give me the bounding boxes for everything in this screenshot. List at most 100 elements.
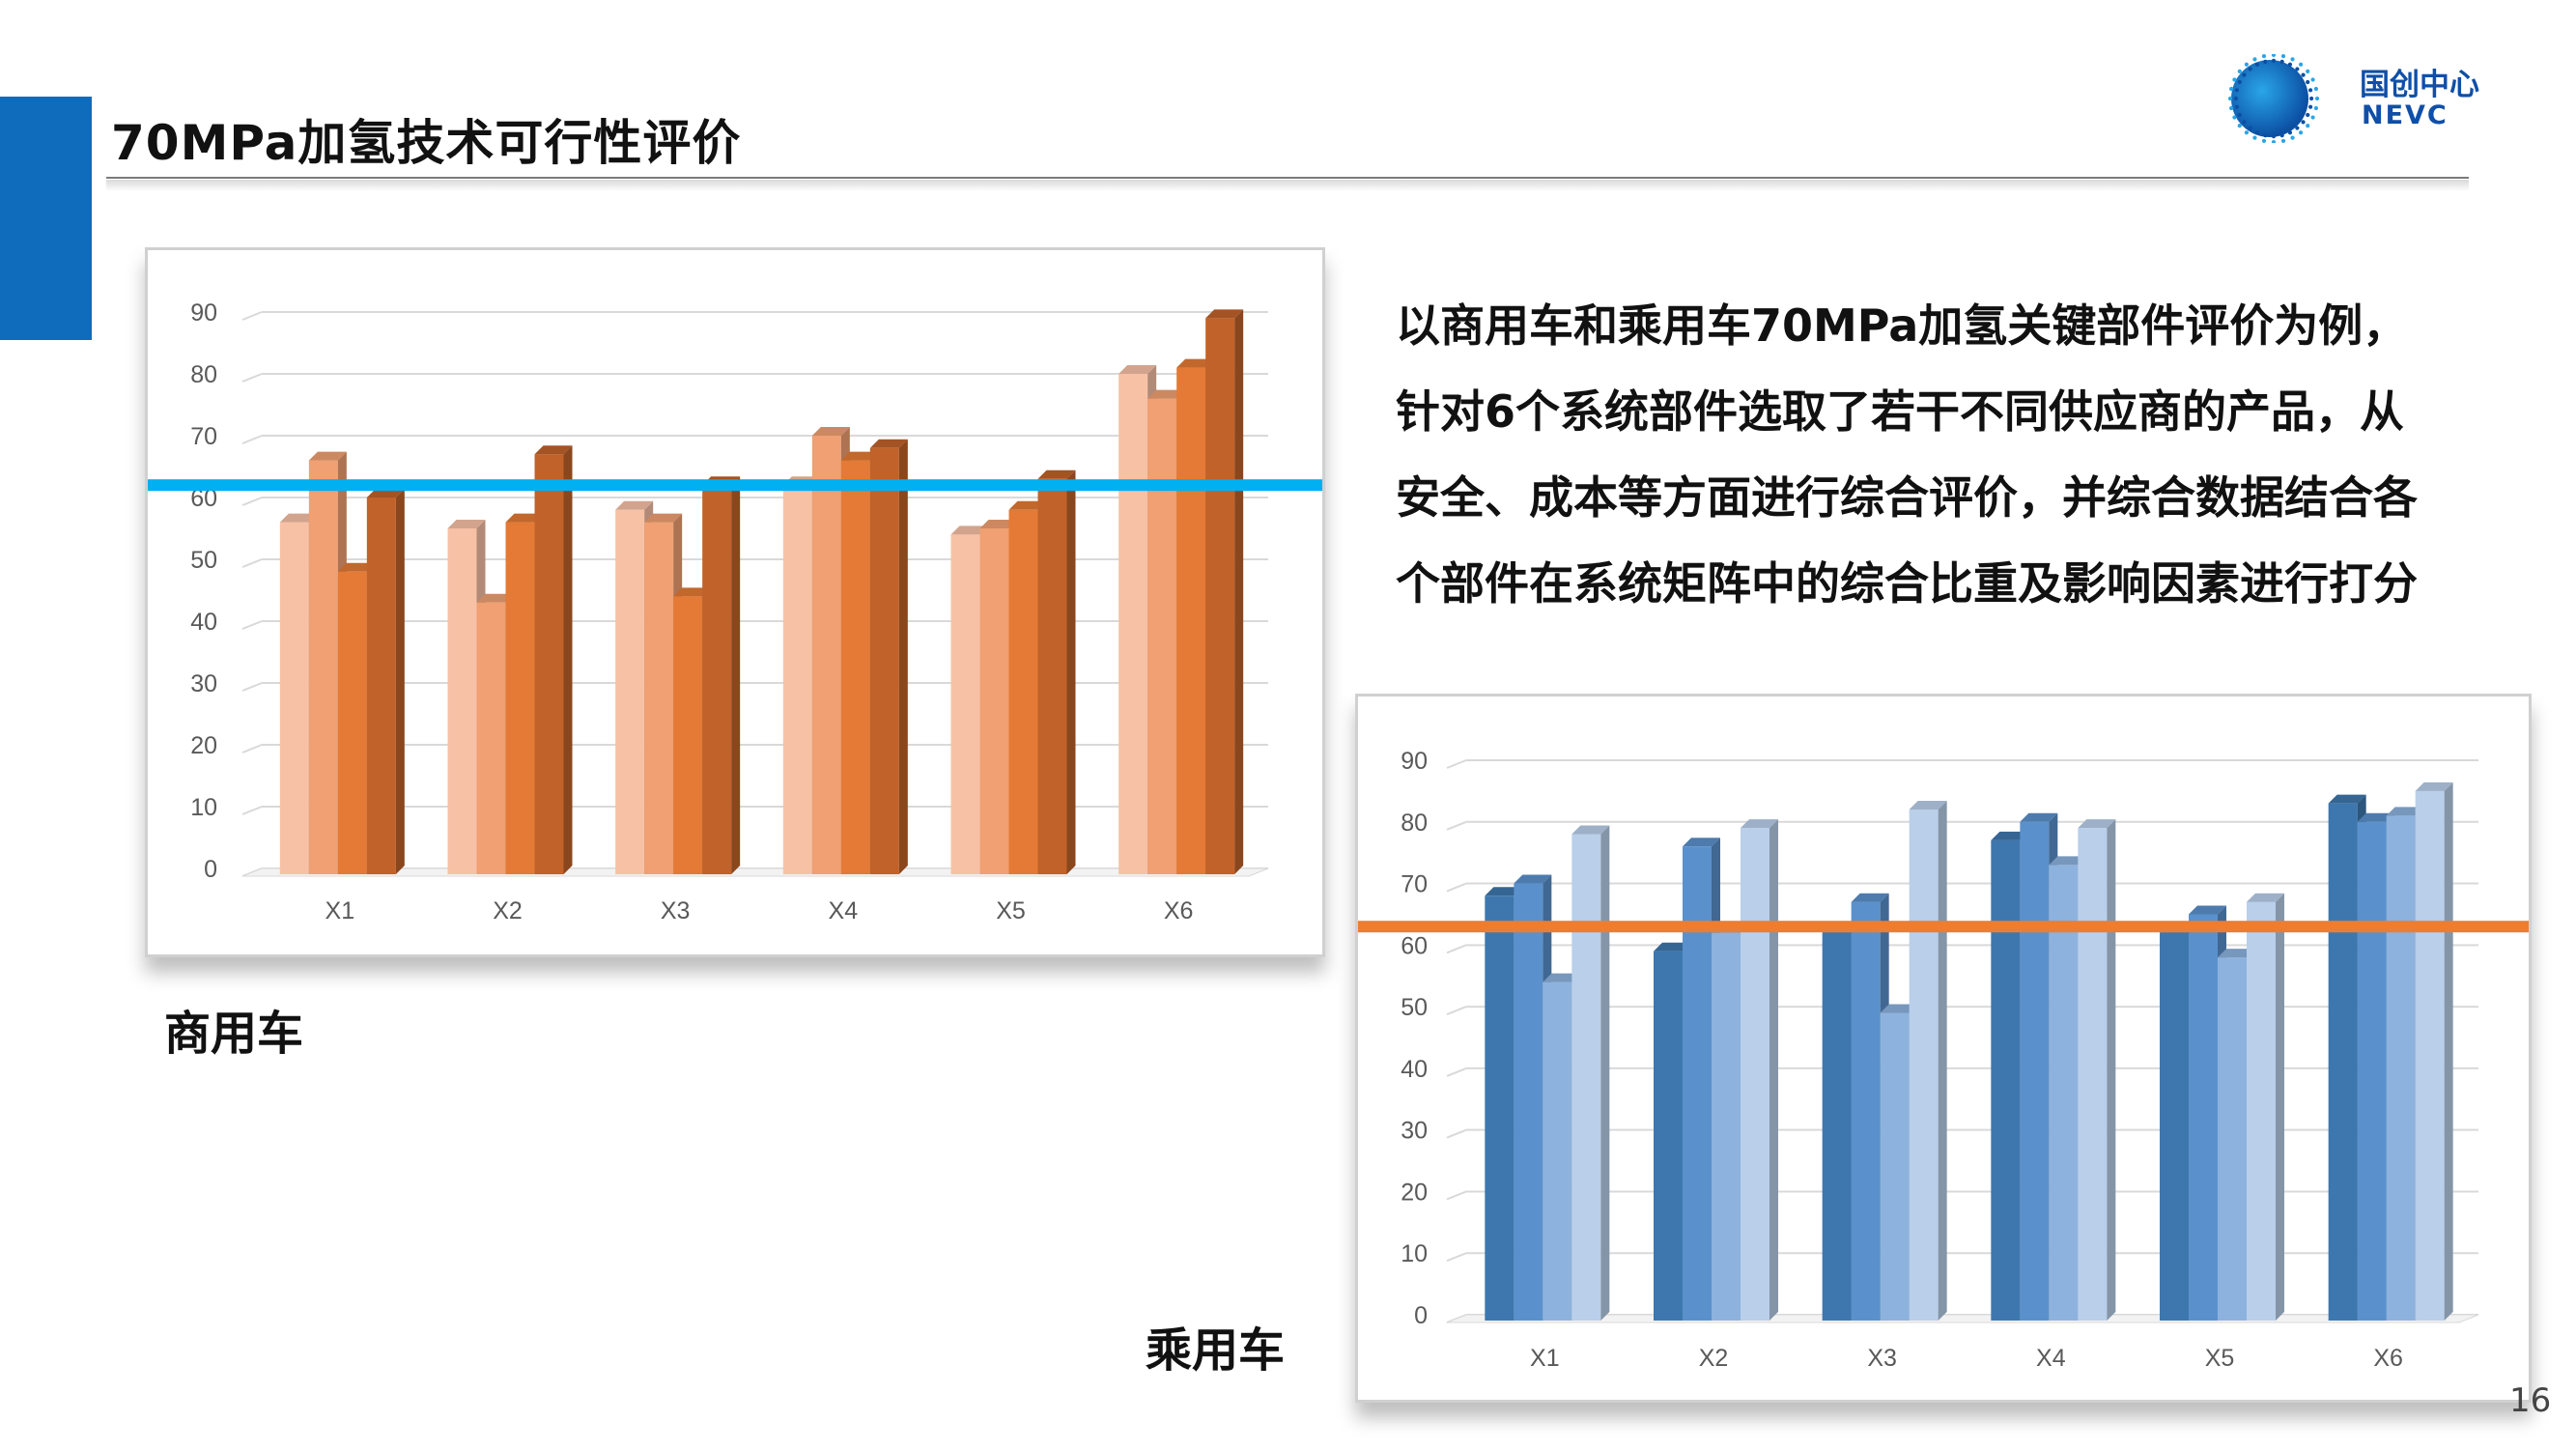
logo-dot (2261, 53, 2267, 59)
y-tick-label: 70 (1401, 871, 1428, 898)
bar-top (505, 513, 544, 523)
title-divider-shadow (106, 180, 2469, 191)
bar (840, 460, 870, 874)
bar (2020, 821, 2050, 1321)
slide-title: 70MPa加氢技术可行性评价 (111, 115, 742, 171)
gridline-depth (1446, 1190, 1467, 1201)
logo-dot (2298, 62, 2304, 67)
bar-top (1741, 819, 1778, 829)
bar (1851, 901, 1881, 1321)
bar-top (1991, 831, 2029, 840)
logo-dot (2254, 62, 2260, 67)
bar-top (1205, 309, 1244, 319)
y-tick-label: 90 (190, 299, 217, 327)
x-tick-label: X2 (1699, 1345, 1729, 1372)
passenger-vehicle-label: 乘用车 (1146, 1323, 1286, 1378)
bar-top (2218, 949, 2255, 958)
logo-dot (2227, 96, 2233, 101)
y-tick-label: 30 (1401, 1118, 1428, 1145)
logo-dot (2310, 115, 2315, 120)
y-tick-label: 70 (190, 423, 217, 450)
y-tick-label: 0 (204, 856, 217, 883)
bar-top (534, 445, 573, 455)
bar-side (1938, 801, 1947, 1321)
nevc-logo: 国创中心 NEVC (2210, 52, 2500, 145)
y-tick-label: 40 (1401, 1056, 1428, 1083)
bar-top (1514, 874, 1552, 884)
bar (811, 436, 841, 874)
logo-dot (2237, 69, 2242, 74)
y-tick-label: 80 (190, 361, 217, 388)
bar (2078, 828, 2108, 1321)
bar (1485, 896, 1514, 1321)
bar-top (337, 562, 376, 572)
commercial-vehicle-label: 商用车 (164, 1007, 304, 1061)
passenger-chart-svg: 0 10 20 30 40 50 60 70 80 90 X1 X2 X3 X4 X5 X6 (1358, 748, 2529, 1372)
logo-dot (2306, 69, 2310, 74)
bar (702, 485, 732, 874)
gridline-depth (241, 558, 263, 568)
bar (979, 528, 1009, 874)
bar (2049, 865, 2079, 1321)
bar-top (2049, 856, 2087, 866)
bar-top (979, 520, 1018, 528)
bar-side (1769, 819, 1778, 1321)
bar (2328, 803, 2358, 1321)
logo-dot (2252, 135, 2257, 140)
bar-top (279, 513, 318, 523)
gridline-depth (1446, 1066, 1467, 1077)
y-tick-label: 10 (190, 794, 217, 821)
bar-top (1147, 389, 1186, 399)
logo-dot (2290, 57, 2295, 62)
x-tick-label: X5 (996, 897, 1026, 924)
logo-dot (2252, 57, 2257, 62)
y-tick-label: 30 (190, 670, 217, 697)
x-tick-label: X6 (1164, 897, 1194, 924)
bar (1712, 932, 1741, 1321)
gridline-depth (1446, 1252, 1467, 1263)
x-tick-label: X4 (2036, 1345, 2066, 1372)
bar (476, 602, 506, 874)
bar (782, 485, 812, 874)
logo-dot (2263, 59, 2268, 64)
logo-dot (2242, 120, 2247, 125)
passenger-chart: 0 10 20 30 40 50 60 70 80 90 X1 X2 X3 X4 X5 X6 (1355, 694, 2532, 1403)
accent-side-bar (0, 97, 92, 340)
bar-top (1118, 365, 1157, 374)
bar (673, 596, 703, 874)
logo-dot (2228, 105, 2234, 111)
logo-text-cn: 国创中心 (2360, 68, 2479, 102)
bar (1683, 846, 1712, 1321)
bar-top (1037, 469, 1076, 479)
gridline-depth (1446, 820, 1467, 831)
logo-dot (2234, 104, 2239, 109)
logo-dot (2271, 134, 2277, 139)
bar (2218, 957, 2247, 1321)
logo-dot (2306, 79, 2310, 85)
y-tick-label: 60 (1401, 932, 1428, 959)
bar-top (950, 526, 989, 535)
logo-dot (2244, 130, 2250, 135)
gridline-depth (241, 682, 263, 692)
logo-dot (2298, 130, 2304, 135)
description-line: 以商用车和乘用车70MPa加氢关键部件评价为例， (1396, 299, 2408, 352)
x-tick-label: X2 (493, 897, 523, 924)
bar (2247, 901, 2276, 1321)
logo-dot (2271, 52, 2277, 58)
x-tick-label: X6 (2373, 1345, 2403, 1372)
bar-top (615, 500, 654, 510)
bar-top (2247, 893, 2284, 902)
bar-side (898, 439, 908, 874)
x-tick-label: X4 (829, 897, 859, 924)
logo-text-en: NEVC (2362, 100, 2449, 130)
bar (950, 534, 980, 874)
bar (644, 522, 674, 874)
bar-top (366, 489, 405, 498)
bar (1543, 981, 1572, 1321)
bar-side (731, 476, 741, 874)
y-tick-label: 0 (1414, 1302, 1428, 1329)
bar-side (2444, 782, 2453, 1321)
bar-top (811, 427, 850, 436)
y-tick-label: 20 (1401, 1179, 1428, 1206)
bar (2386, 815, 2416, 1321)
